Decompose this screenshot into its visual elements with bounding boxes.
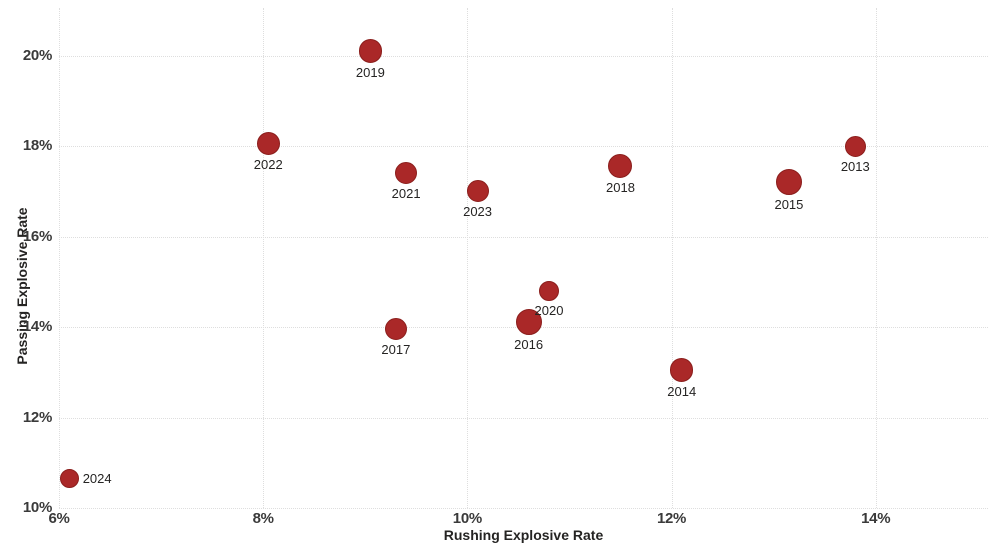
- y-tick-label: 14%: [22, 318, 52, 335]
- data-point-2018[interactable]: [608, 154, 633, 179]
- x-tick-label: 12%: [656, 510, 687, 527]
- y-tick-label: 18%: [22, 137, 52, 154]
- horizontal-gridline: [59, 146, 988, 147]
- x-tick-label: 8%: [252, 510, 274, 527]
- data-point-2019[interactable]: [358, 39, 383, 63]
- y-tick-label: 16%: [22, 227, 52, 245]
- data-point-label-2020: 2020: [534, 303, 564, 319]
- data-point-label-2016: 2016: [514, 337, 544, 353]
- vertical-gridline: [467, 8, 469, 508]
- y-axis-title: Passing Explosive Rate: [14, 207, 30, 365]
- data-point-label-2024: 2024: [82, 470, 112, 486]
- horizontal-gridline: [59, 508, 988, 509]
- data-point-2013[interactable]: [844, 135, 866, 157]
- data-point-label-2014: 2014: [667, 383, 697, 399]
- x-tick-label: 14%: [861, 510, 891, 527]
- data-point-label-2018: 2018: [606, 180, 635, 196]
- data-point-label-2015: 2015: [774, 197, 804, 213]
- vertical-gridline: [875, 8, 877, 508]
- vertical-gridline: [59, 8, 60, 508]
- horizontal-gridline: [59, 55, 988, 57]
- horizontal-gridline: [59, 236, 988, 238]
- y-tick-label: 12%: [22, 408, 52, 426]
- data-point-label-2013: 2013: [840, 158, 870, 174]
- data-point-2021[interactable]: [395, 162, 418, 185]
- data-point-2017[interactable]: [384, 318, 407, 341]
- data-point-2015[interactable]: [775, 169, 802, 196]
- x-tick-label: 10%: [452, 510, 482, 527]
- data-point-2022[interactable]: [256, 132, 280, 156]
- data-point-label-2021: 2021: [391, 186, 421, 202]
- data-point-label-2019: 2019: [355, 64, 385, 80]
- horizontal-gridline: [59, 417, 988, 419]
- data-point-label-2017: 2017: [381, 342, 411, 358]
- y-tick-label: 20%: [22, 46, 52, 64]
- vertical-gridline: [671, 8, 673, 508]
- x-tick-label: 6%: [48, 510, 70, 527]
- data-point-label-2022: 2022: [253, 157, 283, 173]
- data-point-2020[interactable]: [538, 280, 560, 302]
- data-point-2014[interactable]: [670, 358, 694, 382]
- data-point-label-2023: 2023: [463, 204, 493, 220]
- vertical-gridline: [263, 8, 265, 508]
- data-point-2016[interactable]: [515, 309, 542, 336]
- data-point-2023[interactable]: [466, 180, 489, 203]
- data-point-2024[interactable]: [59, 469, 79, 489]
- y-tick-label: 10%: [22, 499, 52, 516]
- x-axis-title: Rushing Explosive Rate: [443, 527, 604, 543]
